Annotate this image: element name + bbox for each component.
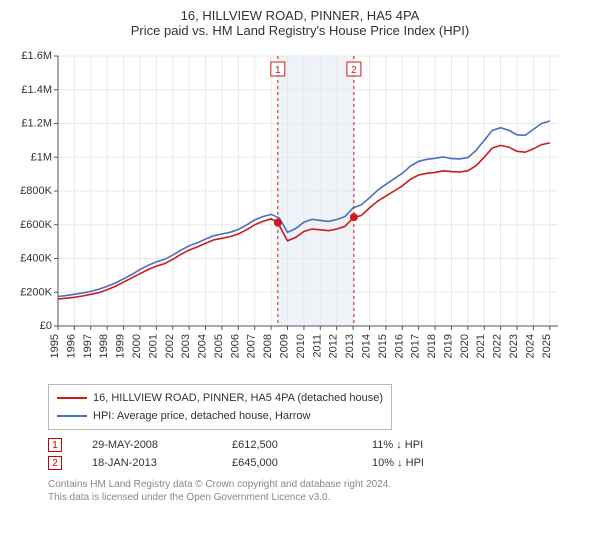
- sale-marker: 2: [48, 456, 62, 470]
- svg-text:2011: 2011: [311, 334, 323, 358]
- svg-text:2008: 2008: [262, 334, 274, 358]
- legend-swatch: [57, 397, 87, 399]
- sale-date: 29-MAY-2008: [92, 439, 202, 451]
- sales-table: 1 29-MAY-2008 £612,500 11% ↓ HPI 2 18-JAN-201…: [8, 438, 592, 470]
- svg-text:2010: 2010: [295, 334, 307, 358]
- svg-text:£800K: £800K: [20, 185, 52, 197]
- price-chart-container: £0 £200K £400K £600K £800K £1M £1.2M £1.4M £1.6M…: [8, 46, 592, 376]
- svg-text:1997: 1997: [82, 334, 94, 358]
- svg-text:2004: 2004: [197, 334, 209, 358]
- svg-text:£200K: £200K: [20, 286, 52, 298]
- svg-text:2000: 2000: [131, 334, 143, 358]
- svg-text:2001: 2001: [147, 334, 159, 358]
- svg-text:2005: 2005: [213, 334, 225, 358]
- svg-text:1998: 1998: [98, 334, 110, 358]
- svg-text:£1.2M: £1.2M: [21, 118, 52, 130]
- sale-row: 1 29-MAY-2008 £612,500 11% ↓ HPI: [48, 438, 592, 452]
- svg-text:2012: 2012: [328, 334, 340, 358]
- title-block: 16, HILLVIEW ROAD, PINNER, HA5 4PA Price…: [8, 8, 592, 38]
- svg-text:2025: 2025: [541, 334, 553, 358]
- svg-text:2007: 2007: [246, 334, 258, 358]
- svg-text:£1.6M: £1.6M: [21, 50, 52, 62]
- copyright-line-2: This data is licensed under the Open Gov…: [48, 491, 592, 504]
- legend-item: HPI: Average price, detached house, Harr…: [57, 407, 383, 425]
- svg-text:£600K: £600K: [20, 219, 52, 231]
- svg-text:1996: 1996: [65, 334, 77, 358]
- svg-text:1999: 1999: [115, 334, 127, 358]
- svg-text:2016: 2016: [393, 334, 405, 358]
- svg-text:£400K: £400K: [20, 253, 52, 265]
- svg-text:2019: 2019: [442, 334, 454, 358]
- legend-item: 16, HILLVIEW ROAD, PINNER, HA5 4PA (deta…: [57, 389, 383, 407]
- svg-text:2021: 2021: [475, 334, 487, 358]
- svg-text:2006: 2006: [229, 334, 241, 358]
- svg-text:£1.4M: £1.4M: [21, 84, 52, 96]
- svg-text:£1M: £1M: [31, 151, 52, 163]
- svg-text:2002: 2002: [164, 334, 176, 358]
- svg-text:2003: 2003: [180, 334, 192, 358]
- svg-text:2020: 2020: [459, 334, 471, 358]
- sale-point: [274, 219, 282, 227]
- svg-text:2018: 2018: [426, 334, 438, 358]
- svg-text:£0: £0: [40, 320, 52, 332]
- svg-text:2023: 2023: [508, 334, 520, 358]
- svg-text:2009: 2009: [279, 334, 291, 358]
- svg-text:2022: 2022: [492, 334, 504, 358]
- price-chart: £0 £200K £400K £600K £800K £1M £1.2M £1.4M £1.6M…: [8, 46, 568, 376]
- sale-delta: 10% ↓ HPI: [372, 457, 482, 469]
- sale-price: £645,000: [232, 457, 342, 469]
- sale-row: 2 18-JAN-2013 £645,000 10% ↓ HPI: [48, 456, 592, 470]
- svg-text:2024: 2024: [524, 334, 536, 358]
- svg-text:1: 1: [275, 65, 281, 76]
- legend-label: 16, HILLVIEW ROAD, PINNER, HA5 4PA (deta…: [93, 392, 383, 404]
- legend: 16, HILLVIEW ROAD, PINNER, HA5 4PA (deta…: [48, 384, 392, 430]
- legend-label: HPI: Average price, detached house, Harr…: [93, 410, 310, 422]
- svg-text:2014: 2014: [360, 334, 372, 358]
- sale-price: £612,500: [232, 439, 342, 451]
- page-subtitle: Price paid vs. HM Land Registry's House …: [8, 23, 592, 38]
- svg-text:1995: 1995: [49, 334, 61, 358]
- svg-text:2017: 2017: [410, 334, 422, 358]
- copyright-line-1: Contains HM Land Registry data © Crown c…: [48, 478, 592, 491]
- svg-text:2: 2: [351, 65, 357, 76]
- svg-text:2015: 2015: [377, 334, 389, 358]
- svg-text:2013: 2013: [344, 334, 356, 358]
- sale-marker: 1: [48, 438, 62, 452]
- legend-swatch: [57, 415, 87, 417]
- copyright: Contains HM Land Registry data © Crown c…: [48, 478, 592, 504]
- page-title: 16, HILLVIEW ROAD, PINNER, HA5 4PA: [8, 8, 592, 23]
- sale-point: [350, 213, 358, 221]
- sale-delta: 11% ↓ HPI: [372, 439, 482, 451]
- sale-date: 18-JAN-2013: [92, 457, 202, 469]
